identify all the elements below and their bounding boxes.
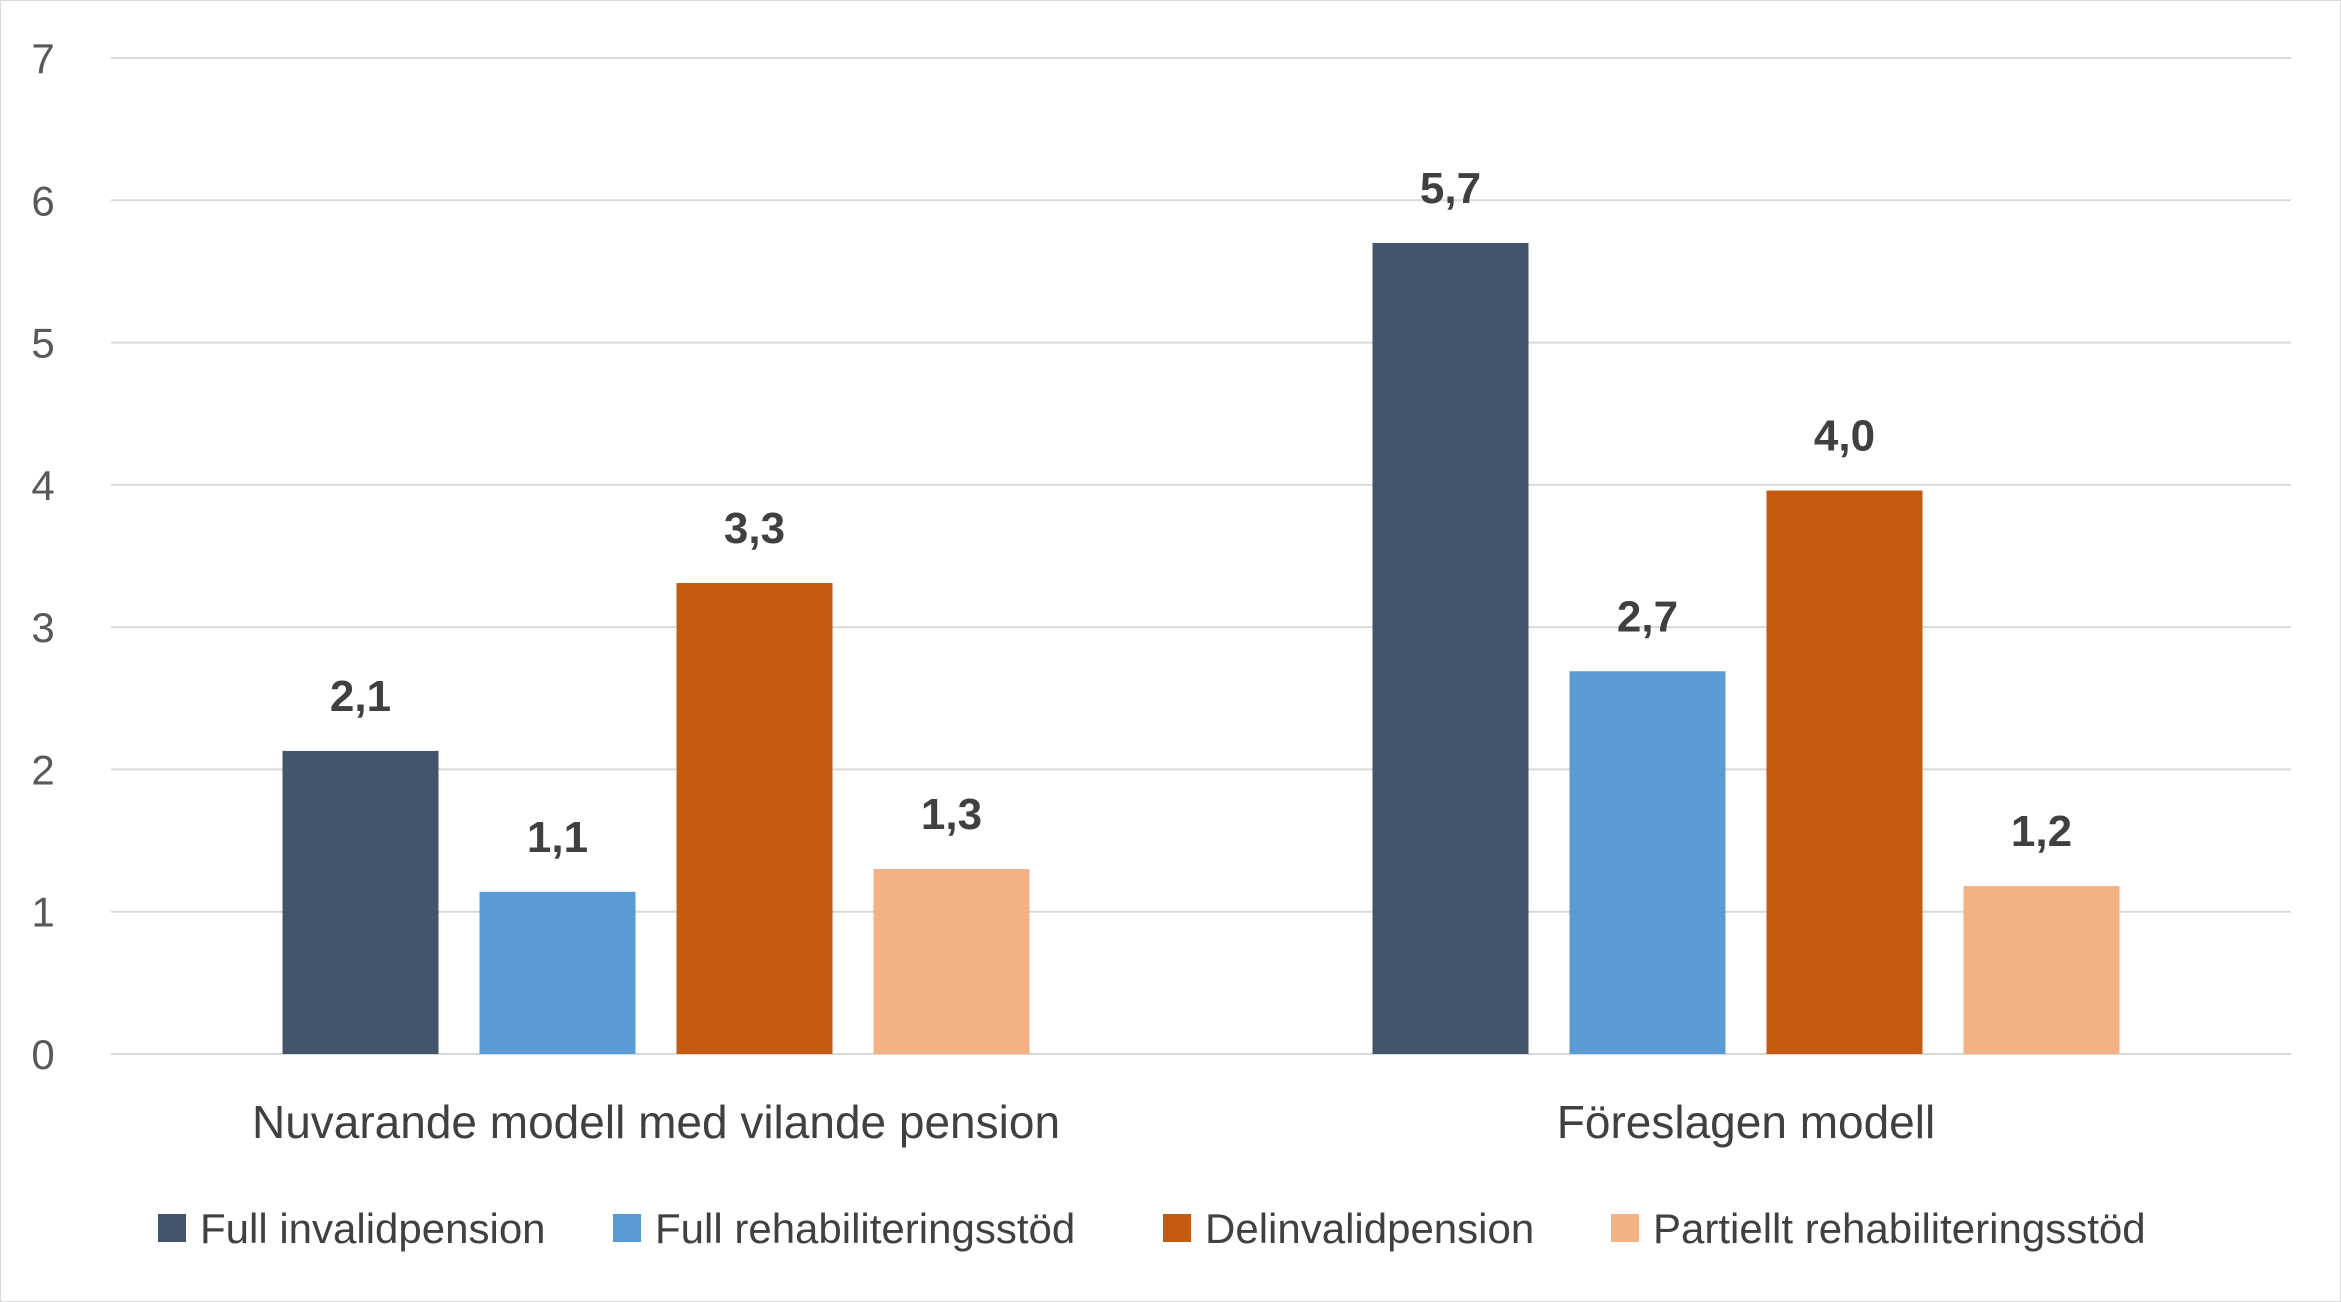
bar — [282, 750, 439, 1054]
data-label: 1,2 — [2011, 807, 2072, 856]
bar — [479, 891, 636, 1054]
legend: Full invalidpension Full rehabiliteringss… — [158, 1205, 2146, 1252]
data-label: 2,1 — [330, 672, 391, 721]
y-tick-label: 6 — [31, 177, 54, 224]
data-labels: 2,1 5,7 1,1 2,7 3,3 4,0 1,3 1,2 — [330, 164, 2072, 862]
bar — [1569, 671, 1726, 1054]
legend-swatch — [613, 1214, 641, 1242]
data-label: 2,7 — [1617, 592, 1678, 641]
y-tick-label: 4 — [31, 462, 54, 509]
bar — [1963, 886, 2120, 1054]
data-label: 1,3 — [921, 790, 982, 839]
x-axis-category-labels: Nuvarande modell med vilande pension Före… — [252, 1096, 1935, 1148]
y-tick-label: 2 — [31, 746, 54, 793]
data-label: 4,0 — [1814, 412, 1875, 461]
y-axis-tick-labels: 0 1 2 3 4 5 6 7 — [31, 35, 54, 1078]
bar — [1766, 490, 1923, 1054]
x-category-label: Föreslagen modell — [1557, 1096, 1935, 1148]
y-tick-label: 5 — [31, 320, 54, 367]
x-category-label: Nuvarande modell med vilande pension — [252, 1096, 1060, 1148]
legend-swatch — [1163, 1214, 1191, 1242]
data-label: 5,7 — [1420, 164, 1481, 213]
legend-swatch — [1611, 1214, 1639, 1242]
legend-label: Full rehabiliteringsstöd — [655, 1205, 1075, 1252]
legend-label: Partiellt rehabiliteringsstöd — [1653, 1205, 2146, 1252]
legend-swatch — [158, 1214, 186, 1242]
legend-label: Delinvalidpension — [1205, 1205, 1534, 1252]
y-tick-label: 0 — [31, 1031, 54, 1078]
data-label: 1,1 — [527, 813, 588, 862]
bars — [282, 242, 2120, 1054]
gridlines — [111, 57, 2291, 1055]
y-tick-label: 7 — [31, 35, 54, 82]
bar — [1372, 242, 1529, 1054]
bar — [873, 869, 1030, 1054]
legend-label: Full invalidpension — [200, 1205, 546, 1252]
y-tick-label: 1 — [31, 889, 54, 936]
bar — [676, 583, 833, 1054]
y-tick-label: 3 — [31, 604, 54, 651]
data-label: 3,3 — [724, 504, 785, 553]
